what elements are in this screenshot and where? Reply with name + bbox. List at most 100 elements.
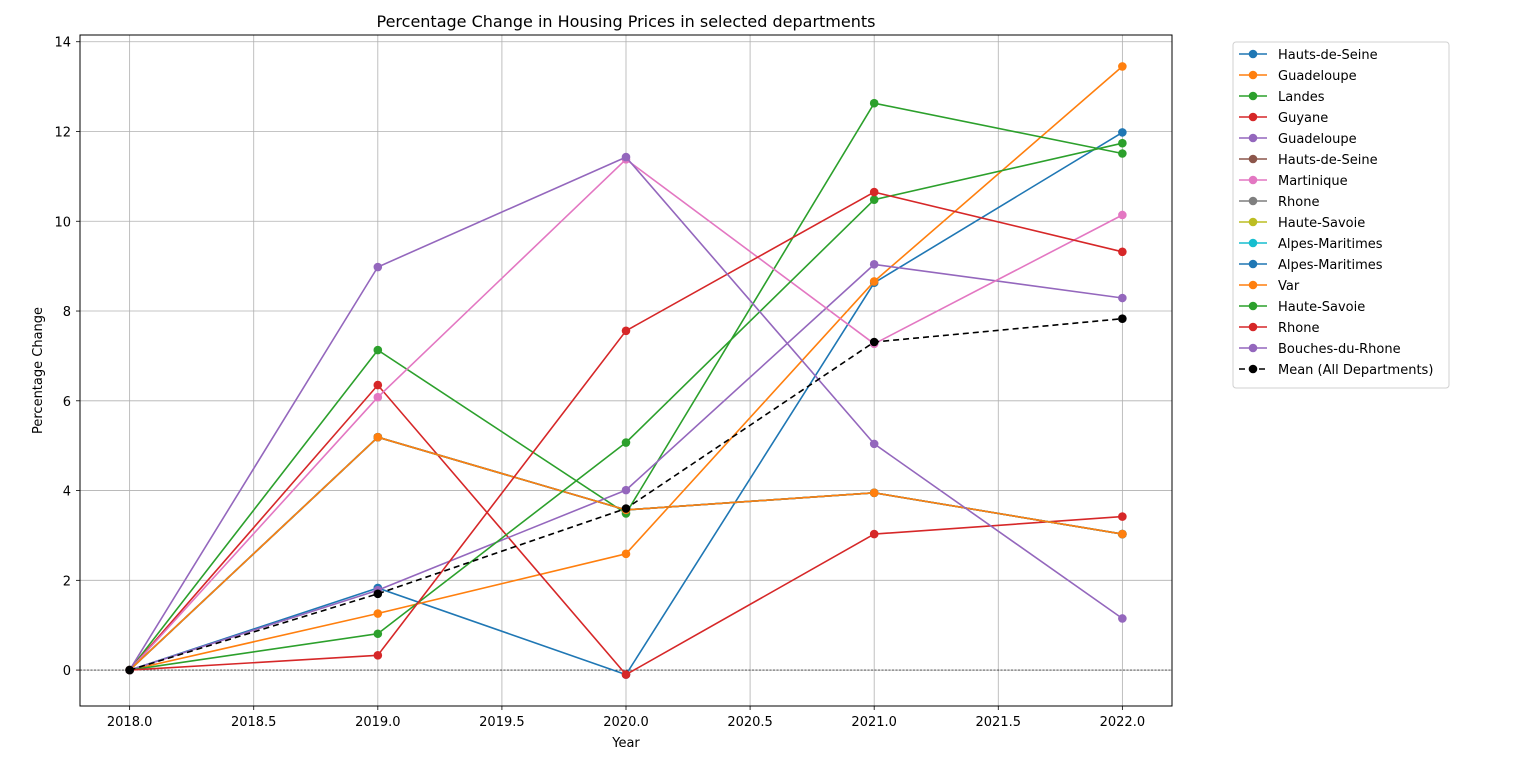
legend-label: Hauts-de-Seine (1278, 153, 1378, 168)
legend-item: Alpes-Maritimes (1239, 258, 1383, 273)
data-point (373, 392, 383, 402)
data-point (1118, 293, 1127, 303)
legend-label: Haute-Savoie (1278, 300, 1365, 315)
x-tick-label: 2021.5 (976, 715, 1022, 730)
data-point (373, 345, 383, 355)
data-point (373, 609, 383, 618)
legend-label: Mean (All Departments) (1278, 363, 1433, 378)
legend-item: Mean (All Departments) (1239, 363, 1433, 378)
legend-label: Alpes-Maritimes (1278, 258, 1383, 273)
legend-item: Alpes-Maritimes (1239, 237, 1383, 252)
legend-label: Var (1278, 279, 1300, 294)
legend-item: Martinique (1239, 174, 1348, 189)
legend-swatch-marker (1248, 217, 1258, 227)
legend-item: Rhone (1239, 195, 1319, 210)
legend-swatch-marker (1248, 196, 1258, 206)
data-point (621, 326, 631, 336)
x-tick-label: 2018.5 (231, 715, 277, 730)
legend-item: Guyane (1239, 111, 1328, 126)
x-axis-label: Year (611, 736, 640, 751)
data-point (869, 260, 879, 269)
data-point (1118, 210, 1127, 220)
data-point (1118, 247, 1127, 257)
data-point (869, 488, 879, 498)
legend: Hauts-de-Seine Guadeloupe Landes Guyane Guad… (1232, 41, 1450, 389)
legend-label: Haute-Savoie (1278, 216, 1365, 231)
data-point (373, 432, 383, 442)
legend-swatch-marker (1248, 322, 1258, 332)
legend-label: Guadeloupe (1278, 69, 1357, 84)
legend-item: Landes (1239, 90, 1325, 105)
legend-label: Alpes-Maritimes (1278, 237, 1383, 252)
legend-swatch-marker (1248, 259, 1258, 269)
y-tick-label: 8 (63, 305, 71, 320)
legend-swatch-marker (1248, 70, 1258, 80)
legend-swatch-marker (1248, 175, 1258, 185)
legend-item: Haute-Savoie (1239, 300, 1365, 315)
legend-item: Guadeloupe (1239, 69, 1357, 84)
legend-label: Rhone (1278, 321, 1319, 336)
data-point (869, 98, 879, 108)
data-point (373, 629, 383, 639)
x-tick-label: 2018.0 (107, 715, 153, 730)
x-axis-ticks: 2018.0 2018.5 2019.0 2019.5 2020.0 2020.5 2021… (107, 706, 1145, 730)
legend-item: Hauts-de-Seine (1239, 153, 1378, 168)
y-tick-label: 6 (63, 395, 71, 410)
series-14 (125, 152, 1127, 675)
data-point (869, 337, 879, 347)
data-point (621, 152, 631, 162)
x-tick-label: 2021.0 (851, 715, 897, 730)
legend-swatch-marker (1248, 301, 1258, 311)
x-tick-label: 2020.5 (727, 715, 773, 730)
data-point (125, 665, 134, 675)
legend-swatch-marker (1248, 154, 1258, 164)
y-axis-label: Percentage Change (31, 307, 46, 434)
legend-swatch-marker (1248, 280, 1258, 290)
legend-item: Var (1239, 279, 1300, 294)
legend-label: Hauts-de-Seine (1278, 48, 1378, 63)
y-tick-label: 10 (54, 215, 71, 230)
legend-swatch-marker (1248, 133, 1258, 143)
legend-label: Rhone (1278, 195, 1319, 210)
data-point (373, 380, 383, 390)
data-point (621, 670, 631, 679)
data-point (1118, 314, 1127, 323)
data-point (373, 650, 383, 660)
legend-box (1232, 41, 1450, 389)
data-point (373, 589, 383, 599)
grid (80, 35, 1172, 706)
legend-swatch-marker (1248, 112, 1258, 122)
data-point (869, 439, 879, 449)
chart-title: Percentage Change in Housing Prices in s… (377, 12, 876, 31)
legend-item: Rhone (1239, 321, 1319, 336)
legend-swatch-marker (1248, 49, 1258, 59)
data-point (621, 504, 631, 513)
legend-label: Guyane (1278, 111, 1328, 126)
data-point (1118, 529, 1127, 539)
legend-label: Landes (1278, 90, 1325, 105)
y-tick-label: 4 (63, 485, 71, 500)
y-tick-label: 2 (63, 574, 71, 589)
y-axis-ticks: 0 2 4 6 8 10 12 14 (54, 36, 80, 679)
legend-swatch-marker (1248, 238, 1258, 248)
legend-item: Hauts-de-Seine (1239, 48, 1378, 63)
y-tick-label: 12 (54, 125, 71, 140)
x-tick-label: 2022.0 (1100, 715, 1146, 730)
legend-item: Guadeloupe (1239, 132, 1357, 147)
y-tick-label: 0 (63, 664, 71, 679)
legend-swatch-marker (1248, 364, 1258, 374)
legend-item: Bouches-du-Rhone (1239, 342, 1401, 357)
data-point (869, 529, 879, 539)
data-point (869, 195, 879, 205)
legend-swatch-marker (1248, 91, 1258, 101)
data-point (621, 485, 631, 495)
series-lines (125, 62, 1127, 679)
data-point (1118, 149, 1127, 158)
data-point (621, 549, 631, 559)
data-point (1118, 512, 1127, 521)
x-tick-label: 2020.0 (603, 715, 649, 730)
data-point (869, 277, 879, 286)
legend-label: Guadeloupe (1278, 132, 1357, 147)
